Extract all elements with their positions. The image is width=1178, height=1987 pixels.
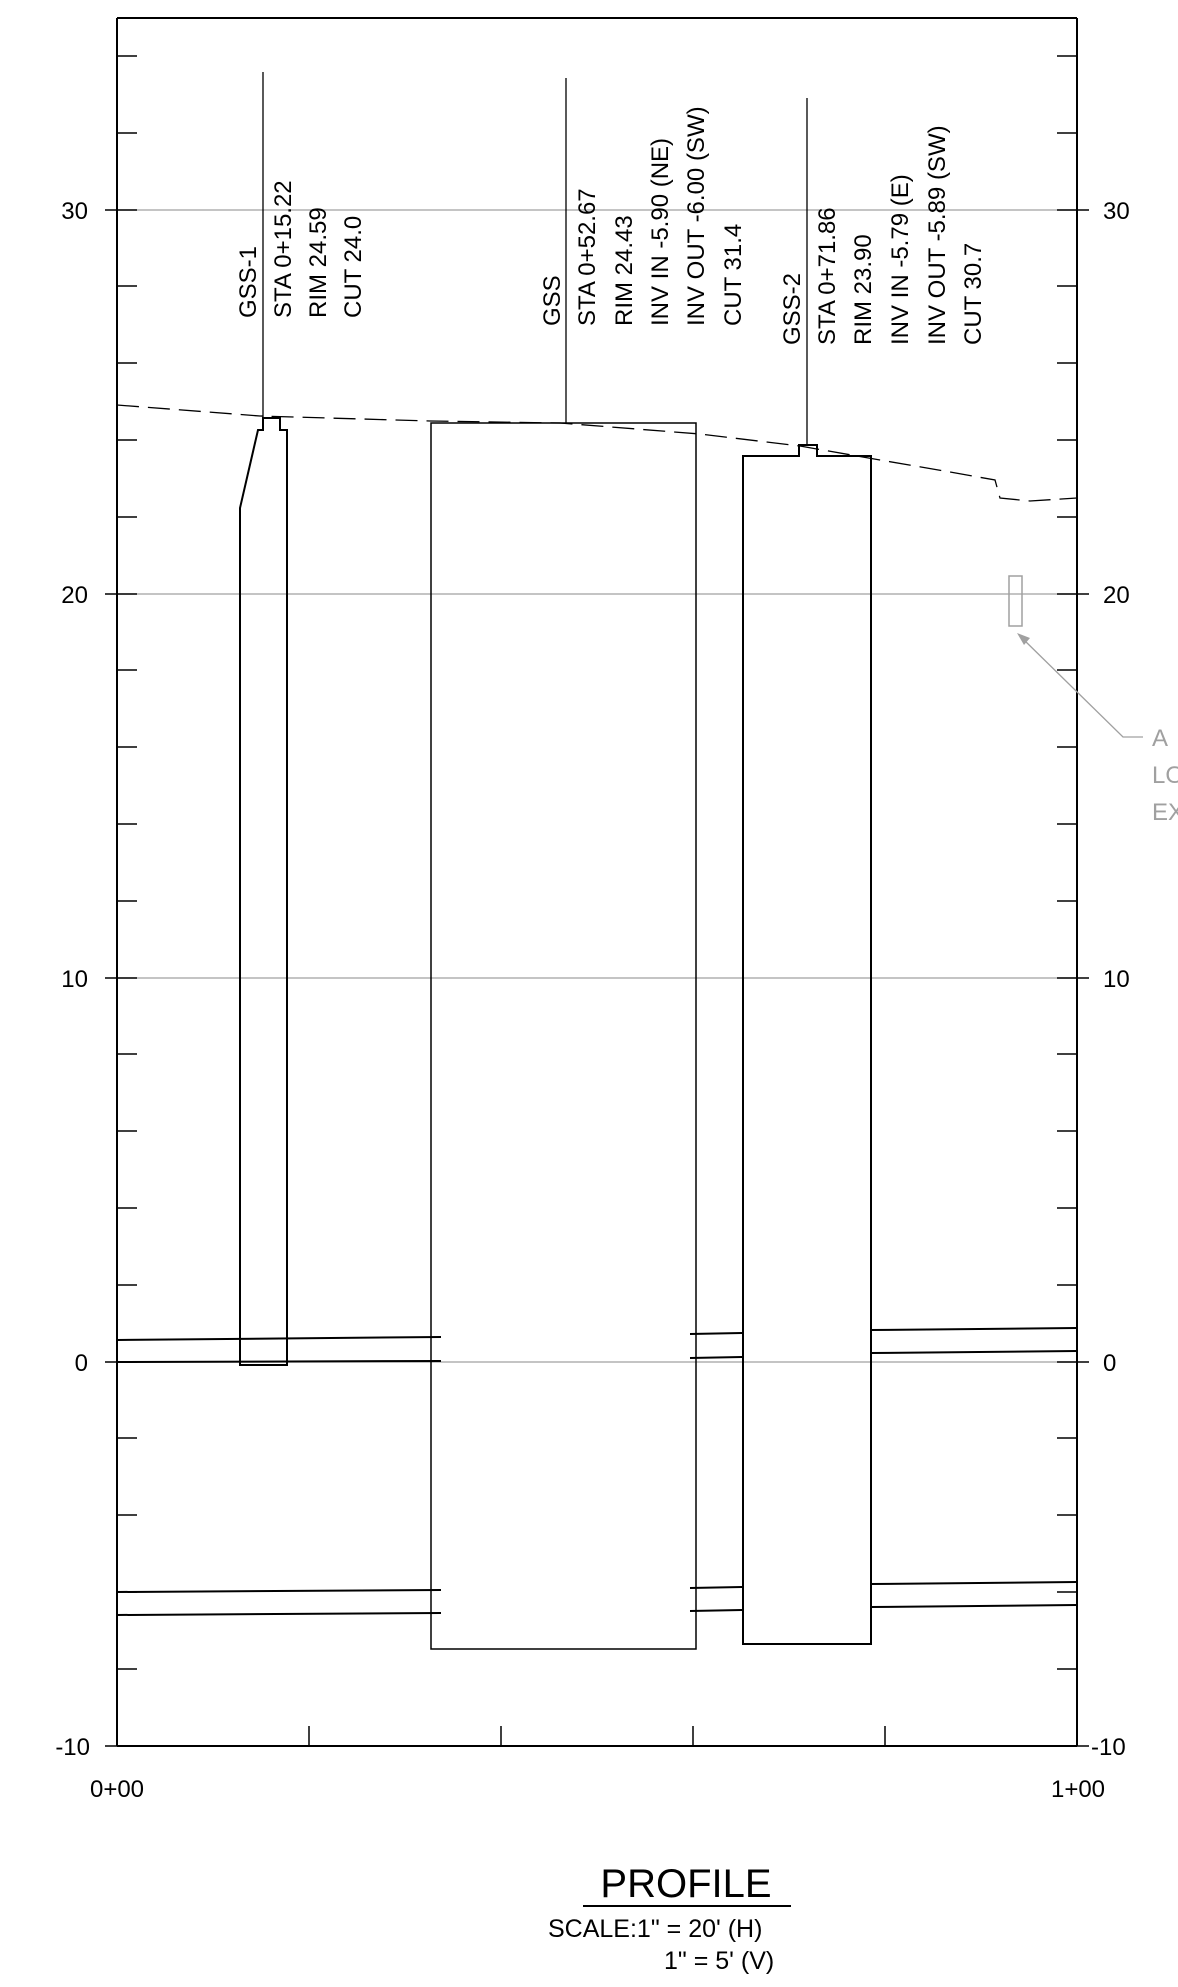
gss-2-label-inv-in: INV IN -5.79 (E) <box>887 174 914 345</box>
existing-ground-line <box>116 404 1078 502</box>
gss-2-label-sta: STA 0+71.86 <box>814 207 841 345</box>
gss-1-labels-visible: RIM 24.59 CUT 24.0 <box>305 207 367 318</box>
gss-2-label-inv-out: INV OUT -5.89 (SW) <box>924 125 951 345</box>
y-label-right-minus10: -10 <box>1091 1734 1126 1761</box>
gss-label-rim: RIM 24.43 <box>611 215 638 326</box>
callout-line-3: EX <box>1152 799 1178 826</box>
gss-label-cut: CUT 31.4 <box>720 224 747 326</box>
gss-1-labels: GSS-1 STA 0+15.22 <box>235 180 297 318</box>
pipe-lines <box>116 1327 1078 1616</box>
callout: A LO EX <box>1008 575 1178 826</box>
callout-line-2: LO <box>1152 762 1178 789</box>
gss-1-label-line-2: STA 0+15.22 <box>270 180 297 318</box>
left-ticks <box>105 55 137 1747</box>
y-label-right-10: 10 <box>1103 966 1130 993</box>
y-label-left-minus10: -10 <box>55 1734 90 1761</box>
gss-2-label-name: GSS-2 <box>779 273 806 345</box>
title-block: PROFILE SCALE:1" = 20' (H) 1" = 5' (V) <box>548 1862 791 1975</box>
gss-labels: GSS STA 0+52.67 RIM 24.43 INV IN -5.90 (… <box>539 106 747 326</box>
bottom-ticks <box>308 1726 886 1746</box>
gss-2-label-rim: RIM 23.90 <box>850 234 877 345</box>
callout-leader <box>1021 637 1143 738</box>
scale-horizontal: SCALE:1" = 20' (H) <box>548 1915 762 1943</box>
y-label-left-20: 20 <box>61 582 88 609</box>
grid-lines <box>117 209 1077 1363</box>
station-label-end: 1+00 <box>1051 1776 1105 1803</box>
gss-outline <box>430 422 697 1650</box>
left-axis-labels: 30 20 10 0 -10 <box>55 198 90 1761</box>
gss-2-label-cut: CUT 30.7 <box>960 243 987 345</box>
gss-1-label-line-1: GSS-1 <box>235 246 262 318</box>
structure-gss-1 <box>239 72 288 1366</box>
gss-2-outline <box>742 444 872 1645</box>
y-label-left-30: 30 <box>61 198 88 225</box>
y-label-right-30: 30 <box>1103 198 1130 225</box>
gss-label-sta: STA 0+52.67 <box>574 188 601 326</box>
y-label-right-20: 20 <box>1103 582 1130 609</box>
callout-marker <box>1008 575 1023 627</box>
structure-gss <box>430 78 697 1650</box>
y-label-left-10: 10 <box>61 966 88 993</box>
upper-pipe <box>116 1327 1078 1363</box>
y-label-right-0: 0 <box>1103 1350 1116 1377</box>
structure-gss-2 <box>742 98 872 1645</box>
scale-vertical: 1" = 5' (V) <box>664 1947 774 1975</box>
gss-1-outline <box>239 417 288 1366</box>
gss-label-inv-in: INV IN -5.90 (NE) <box>647 138 674 326</box>
y-label-left-0: 0 <box>75 1350 88 1377</box>
station-label-start: 0+00 <box>90 1776 144 1803</box>
tick-marks <box>105 55 1089 1747</box>
gss-label-name: GSS <box>539 275 566 326</box>
callout-arrowhead <box>1017 633 1030 645</box>
plot-frame <box>116 17 1078 1747</box>
gss-1-cut: CUT 24.0 <box>340 216 367 318</box>
gss-1-rim: RIM 24.59 <box>305 207 332 318</box>
profile-title: PROFILE <box>600 1862 771 1906</box>
gss-2-labels: GSS-2 STA 0+71.86 RIM 23.90 INV IN -5.79… <box>779 125 987 345</box>
lower-pipe <box>116 1581 1078 1616</box>
gss-label-inv-out: INV OUT -6.00 (SW) <box>683 106 710 326</box>
right-axis-labels: 30 20 10 0 -10 <box>1091 198 1130 1761</box>
callout-line-1: A <box>1152 725 1168 752</box>
right-ticks <box>1057 55 1089 1747</box>
